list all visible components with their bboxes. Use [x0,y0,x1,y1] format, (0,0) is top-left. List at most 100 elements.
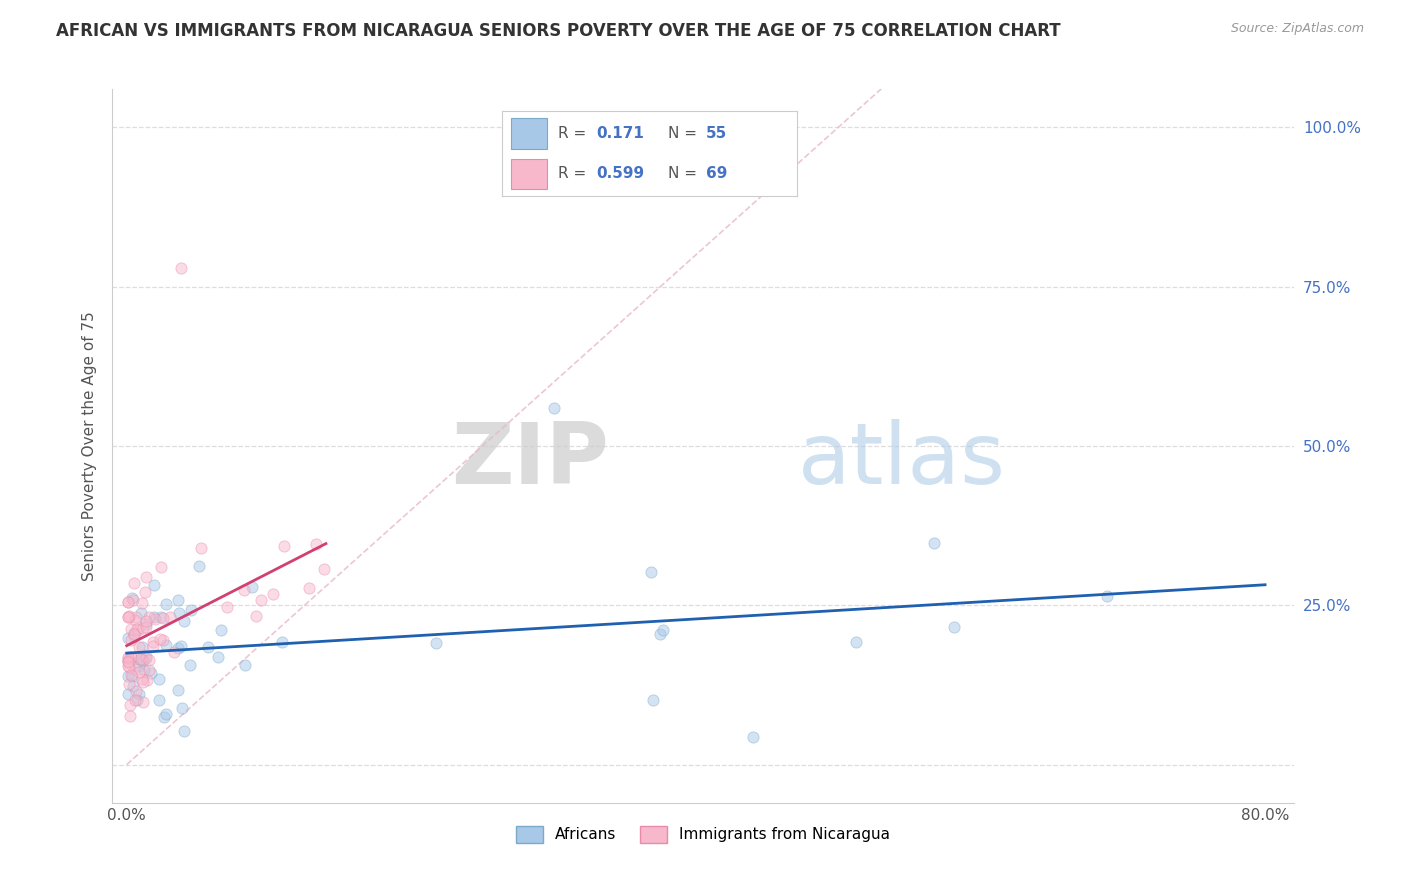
Point [209,624,232,638]
Point [152,610,174,624]
Text: ZIP: ZIP [451,418,609,502]
Point [155,706,177,721]
Point [240,581,263,595]
Point [120,622,142,636]
Point [128,651,150,665]
Point [190,541,212,556]
Point [117,610,139,624]
Point [127,622,149,636]
Point [138,653,160,667]
Point [741,731,763,745]
Point [132,694,155,708]
Point [121,669,143,683]
Point [271,634,294,648]
Point [135,614,157,628]
Point [122,629,145,643]
Point [120,709,142,723]
Point [135,673,157,687]
Point [125,693,148,707]
Point [180,602,202,616]
Point [159,609,181,624]
Point [148,673,170,687]
Point [188,558,211,573]
Point [150,610,173,624]
Point [648,626,671,640]
Point [148,693,170,707]
Point [128,665,150,680]
Text: AFRICAN VS IMMIGRANTS FROM NICARAGUA SENIORS POVERTY OVER THE AGE OF 75 CORRELAT: AFRICAN VS IMMIGRANTS FROM NICARAGUA SEN… [56,22,1062,40]
Point [135,617,157,632]
Point [127,623,149,637]
Point [122,662,145,676]
Point [132,621,155,635]
Point [120,668,142,682]
Point [179,657,201,672]
Point [173,724,195,739]
Point [117,656,139,670]
Point [152,633,174,648]
Point [128,687,150,701]
Point [305,537,328,551]
Point [149,560,172,574]
Point [640,565,662,579]
Point [117,669,139,683]
Point [117,595,139,609]
Point [1097,590,1119,604]
Point [845,635,868,649]
Point [132,663,155,677]
Point [167,641,190,656]
Point [135,570,157,584]
Point [124,609,146,624]
Point [641,693,664,707]
Point [139,666,162,681]
Point [120,649,142,664]
Point [117,687,139,701]
Point [117,610,139,624]
Point [120,633,142,648]
Point [143,612,166,626]
Point [167,683,190,698]
Point [124,614,146,628]
Point [162,645,184,659]
Point [425,635,447,649]
Point [124,693,146,707]
Point [117,595,139,609]
Point [142,634,165,648]
Point [120,649,142,664]
Point [122,575,145,590]
Point [172,701,194,715]
Point [118,676,141,690]
Y-axis label: Seniors Poverty Over the Age of 75: Seniors Poverty Over the Age of 75 [82,311,97,581]
Point [117,649,139,664]
Point [233,658,256,673]
Point [138,663,160,677]
Point [215,600,238,615]
Point [129,651,152,665]
Point [135,648,157,663]
Point [924,536,946,550]
Point [135,650,157,665]
Point [122,626,145,640]
Point [134,584,156,599]
Point [131,596,153,610]
Point [121,593,143,607]
Point [122,679,145,693]
Point [262,587,284,601]
Point [135,620,157,634]
Point [943,620,966,634]
Point [117,653,139,667]
Point [132,653,155,667]
Point [249,592,271,607]
Point [118,698,141,713]
Point [143,578,166,592]
Point [125,684,148,698]
Point [117,659,139,673]
Point [232,583,254,598]
Point [131,640,153,654]
Point [128,658,150,673]
Point [121,591,143,606]
Point [143,609,166,624]
Point [117,631,139,645]
Point [148,632,170,646]
Point [173,614,195,628]
